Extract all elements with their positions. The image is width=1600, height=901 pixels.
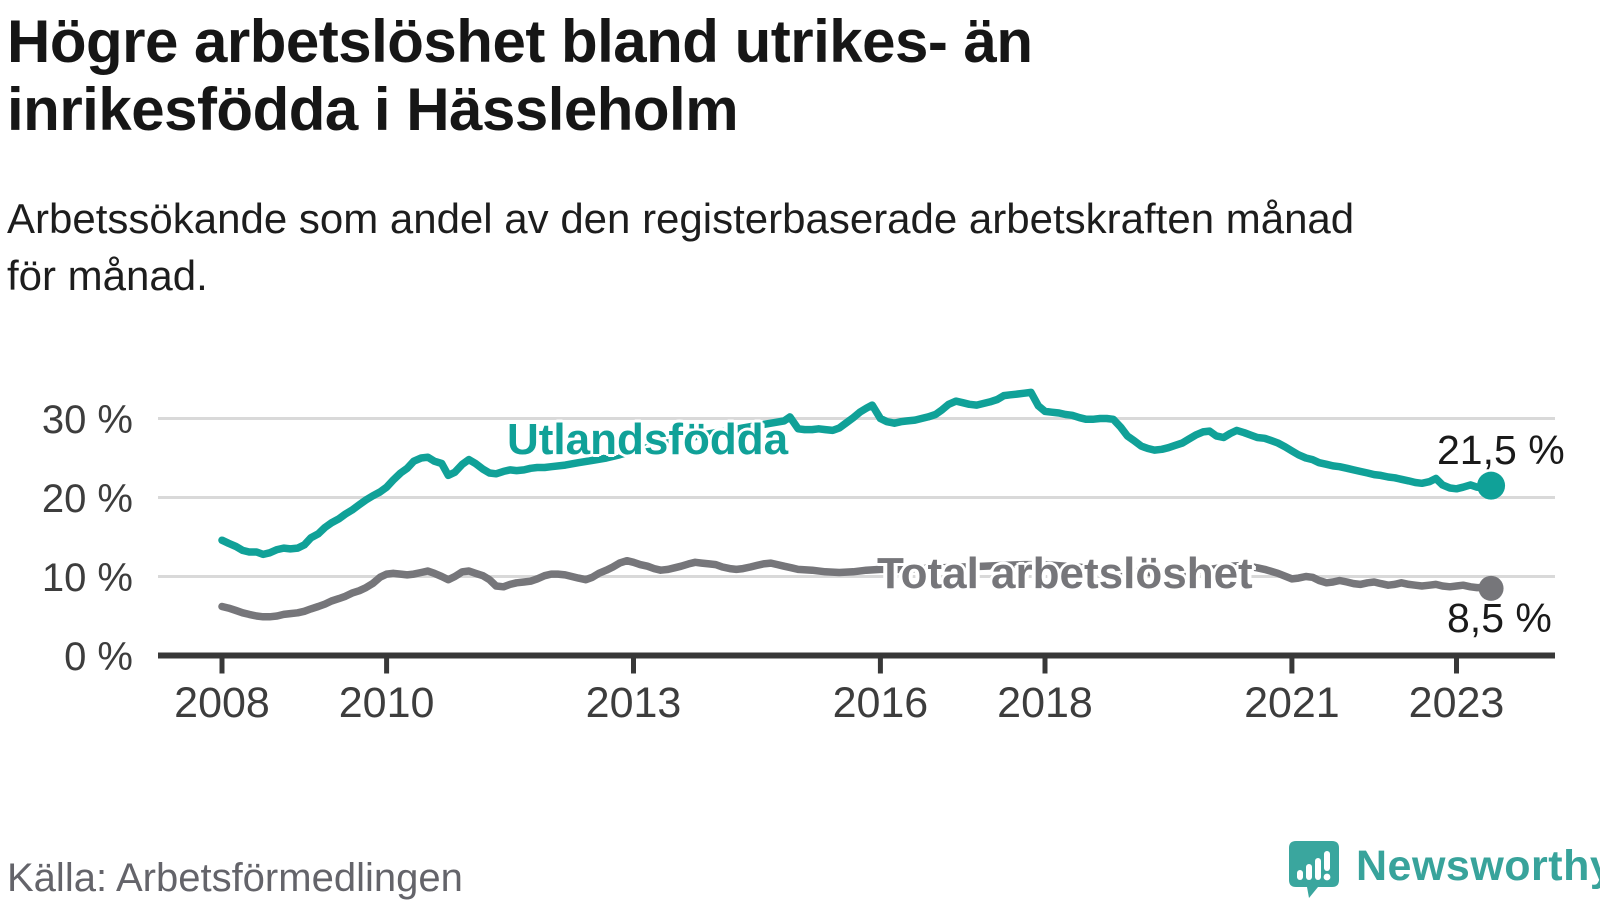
line-total-arbetsloshet bbox=[218, 556, 1495, 621]
newsworthy-wordmark: Newsworthy bbox=[1356, 841, 1600, 890]
series-label-utlandsfodda: Utlandsfödda bbox=[507, 415, 789, 464]
chart-subtitle: Arbetssökande som andel av den registerb… bbox=[7, 190, 1567, 304]
page-title-line2: inrikesfödda i Hässleholm bbox=[7, 76, 739, 143]
y-tick-label-20: 20 % bbox=[42, 477, 133, 521]
line-utlandsfodda bbox=[218, 388, 1495, 559]
newsworthy-logo: Newsworthy bbox=[1288, 840, 1600, 900]
x-tick-label-2018: 2018 bbox=[997, 679, 1093, 727]
source-note: Källa: Arbetsförmedlingen bbox=[7, 856, 463, 900]
end-dot-utlandsfodda bbox=[1477, 471, 1506, 500]
x-tick-label-2016: 2016 bbox=[833, 679, 929, 727]
y-tick-label-10: 10 % bbox=[42, 556, 133, 600]
page-title-line1: Högre arbetslöshet bland utrikes- än bbox=[7, 8, 1033, 75]
newsworthy-logo-icon bbox=[1289, 841, 1339, 898]
x-tick-label-2013: 2013 bbox=[586, 679, 682, 727]
x-tick-label-2023: 2023 bbox=[1409, 679, 1505, 727]
chart-subtitle-line1: Arbetssökande som andel av den registerb… bbox=[7, 195, 1355, 242]
end-value-label-utlandsfodda: 21,5 % bbox=[1437, 427, 1565, 473]
y-tick-label-30: 30 % bbox=[42, 398, 133, 442]
y-tick-label-0: 0 % bbox=[64, 635, 133, 679]
x-tick-label-2008: 2008 bbox=[174, 679, 270, 727]
end-value-label-total-arbetsloshet: 8,5 % bbox=[1447, 595, 1552, 641]
x-tick-label-2021: 2021 bbox=[1244, 679, 1340, 727]
chart-subtitle-line2: för månad. bbox=[7, 252, 208, 299]
page-title: Högre arbetslöshet bland utrikes- än inr… bbox=[7, 8, 1407, 144]
series-label-total-arbetsloshet: Total arbetslöshet bbox=[877, 549, 1253, 598]
end-dot-total-arbetsloshet bbox=[1478, 575, 1504, 601]
x-tick-label-2010: 2010 bbox=[339, 679, 435, 727]
